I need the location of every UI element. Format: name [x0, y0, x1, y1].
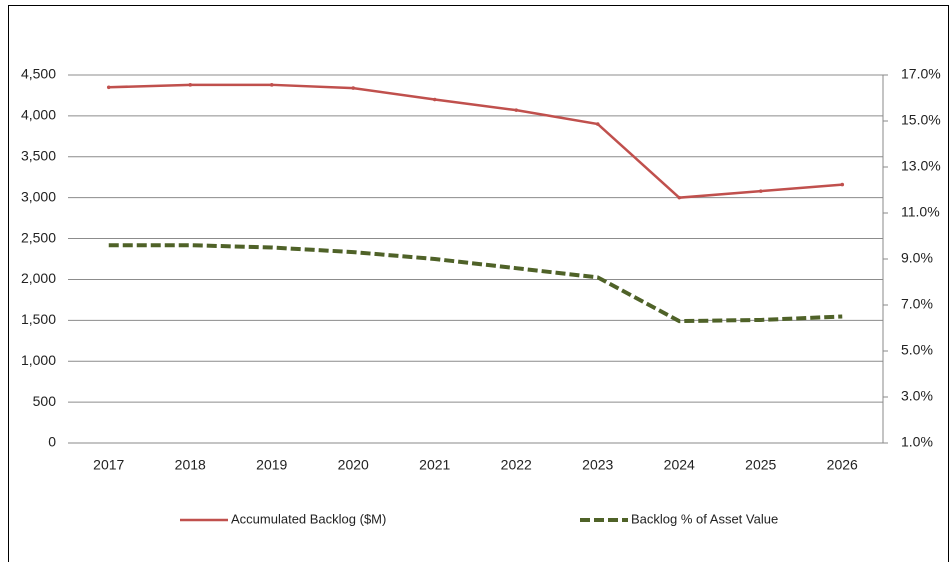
x-tick-label: 2017 [93, 457, 124, 473]
x-tick-label: 2024 [664, 457, 695, 473]
y2-tick-label: 9.0% [901, 250, 933, 266]
series-marker [351, 86, 356, 90]
y2-tick-label: 15.0% [901, 112, 941, 128]
series-marker [840, 182, 845, 187]
x-tick-label: 2026 [827, 457, 858, 473]
y2-tick-label: 13.0% [901, 158, 941, 174]
y-tick-label: 1,500 [21, 311, 56, 327]
y2-tick-label: 1.0% [901, 434, 933, 450]
x-tick-label: 2019 [256, 457, 287, 473]
y-tick-label: 4,000 [21, 107, 56, 123]
chart-frame [8, 5, 949, 562]
y2-tick-label: 3.0% [901, 388, 933, 404]
series-line [108, 243, 843, 324]
series-marker [269, 83, 274, 87]
series-marker [677, 195, 682, 200]
legend-label: Accumulated Backlog ($M) [231, 511, 386, 526]
x-tick-label: 2020 [338, 457, 369, 473]
y2-tick-label: 5.0% [901, 342, 933, 358]
y2-tick-label: 11.0% [901, 204, 940, 220]
x-tick-label: 2025 [745, 457, 776, 473]
x-tick-label: 2023 [582, 457, 613, 473]
y2-tick-label: 17.0% [901, 66, 941, 82]
series-marker [758, 189, 763, 193]
y-tick-label: 500 [33, 393, 57, 409]
x-tick-label: 2018 [175, 457, 206, 473]
y-tick-label: 1,000 [21, 352, 56, 368]
x-tick-label: 2022 [501, 457, 532, 473]
legend-label: Backlog % of Asset Value [631, 511, 778, 526]
y-tick-label: 2,500 [21, 229, 56, 245]
series-marker [106, 85, 111, 90]
y-tick-label: 2,000 [21, 270, 56, 286]
y2-tick-label: 7.0% [901, 296, 933, 312]
series-marker [514, 108, 519, 112]
x-tick-label: 2021 [419, 457, 450, 473]
y-tick-label: 0 [48, 434, 56, 450]
series-line [108, 83, 843, 199]
y-tick-label: 3,500 [21, 147, 56, 163]
y-tick-label: 3,000 [21, 188, 56, 204]
series-marker [188, 83, 193, 87]
y-tick-label: 4,500 [21, 66, 56, 82]
series-marker [595, 122, 600, 126]
series-marker [432, 97, 437, 102]
